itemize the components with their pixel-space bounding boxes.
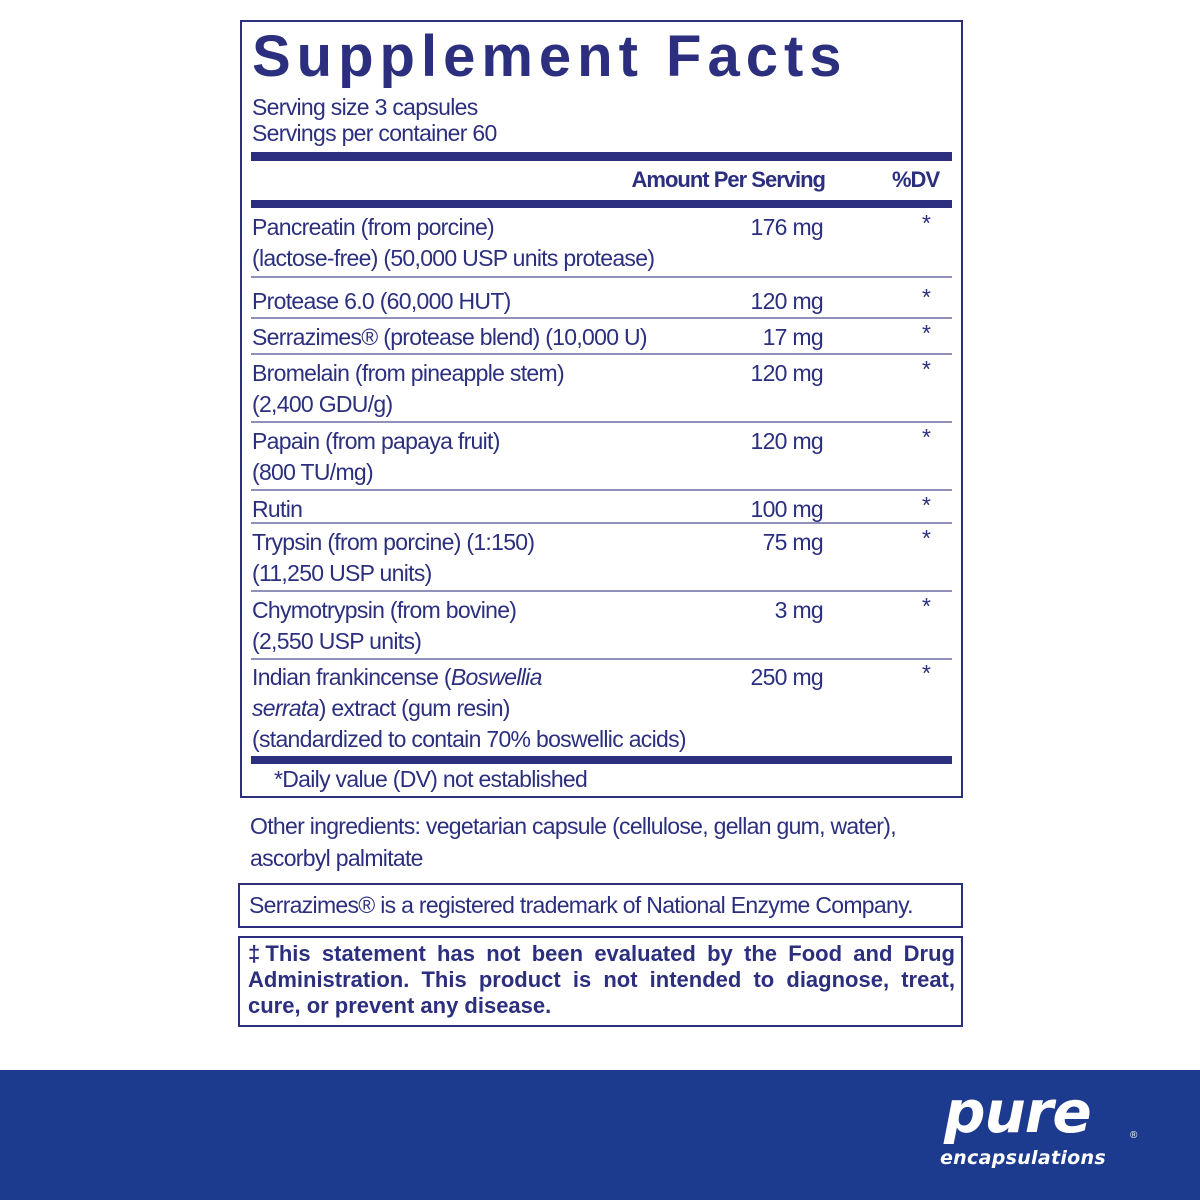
daily-value: *: [922, 593, 931, 619]
row-divider: [251, 658, 952, 660]
ingredient-name: serrata) extract (gum resin): [252, 695, 510, 721]
daily-value: *: [922, 356, 931, 382]
row-divider: [251, 522, 952, 524]
supplement-facts-panel: Supplement Facts Serving size 3 capsules…: [240, 20, 963, 798]
brand-logo: pure: [944, 1078, 1092, 1146]
other-ingredients-line2: ascorbyl palmitate: [250, 845, 423, 871]
divider-thick: [251, 756, 952, 764]
amount: 75 mg: [762, 529, 824, 555]
ingredient-name: (standardized to contain 70% boswellic a…: [252, 726, 687, 752]
amount: 176 mg: [750, 214, 823, 240]
registered-mark: ®: [1130, 1130, 1138, 1141]
amount: 3 mg: [774, 597, 824, 623]
ingredient-name: Pancreatin (from porcine): [252, 214, 495, 240]
amount: 100 mg: [750, 496, 823, 522]
row-divider: [251, 590, 952, 592]
row-divider: [251, 276, 952, 278]
ingredient-name: (lactose-free) (50,000 USP units proteas…: [252, 245, 655, 271]
other-ingredients-line1: Other ingredients: vegetarian capsule (c…: [250, 813, 897, 839]
ingredient-name: Protease 6.0 (60,000 HUT): [252, 288, 511, 314]
divider-thick: [251, 200, 952, 208]
daily-value: *: [922, 525, 931, 551]
footnote: *Daily value (DV) not established: [274, 766, 588, 792]
daily-value: *: [922, 660, 931, 686]
ingredient-name: (800 TU/mg): [252, 459, 374, 485]
brand-sub: encapsulations: [940, 1147, 1106, 1169]
amount: 250 mg: [750, 664, 823, 690]
row-divider: [251, 317, 952, 319]
amount-header: Amount Per Serving: [631, 167, 826, 192]
ingredient-name: (2,400 GDU/g): [252, 391, 393, 417]
trademark-box: Serrazimes® is a registered trademark of…: [238, 883, 963, 928]
ingredient-name: (11,250 USP units): [252, 560, 432, 586]
serving-size: Serving size 3 capsules: [252, 94, 478, 120]
ingredient-name: Rutin: [252, 496, 303, 522]
daily-value: *: [922, 210, 931, 236]
disclaimer-box: ‡This statement has not been evaluated b…: [238, 936, 963, 1027]
ingredient-name: (2,550 USP units): [252, 628, 422, 654]
daily-value: *: [922, 284, 931, 310]
amount: 120 mg: [750, 360, 823, 386]
panel-title: Supplement Facts: [252, 24, 848, 89]
row-divider: [251, 353, 952, 355]
disclaimer-text: ‡This statement has not been evaluated b…: [248, 941, 955, 1018]
trademark-text: Serrazimes® is a registered trademark of…: [249, 892, 914, 918]
dv-header: %DV: [892, 167, 940, 192]
amount: 120 mg: [750, 428, 823, 454]
amount: 120 mg: [750, 288, 823, 314]
ingredient-name: Bromelain (from pineapple stem): [252, 360, 565, 386]
ingredient-name: Chymotrypsin (from bovine): [252, 597, 517, 623]
divider-thick: [251, 152, 952, 161]
ingredient-name: Trypsin (from porcine) (1:150): [252, 529, 535, 555]
servings-per-container: Servings per container 60: [252, 120, 497, 146]
ingredient-name: Serrazimes® (protease blend) (10,000 U): [252, 324, 648, 350]
brand-band: pure ® encapsulations: [0, 1070, 1200, 1200]
row-divider: [251, 421, 952, 423]
daily-value: *: [922, 424, 931, 450]
amount: 17 mg: [762, 324, 824, 350]
row-divider: [251, 489, 952, 491]
daily-value: *: [922, 320, 931, 346]
ingredient-name: Papain (from papaya fruit): [252, 428, 500, 454]
daily-value: *: [922, 492, 931, 518]
ingredient-name: Indian frankincense (Boswellia: [252, 664, 542, 690]
